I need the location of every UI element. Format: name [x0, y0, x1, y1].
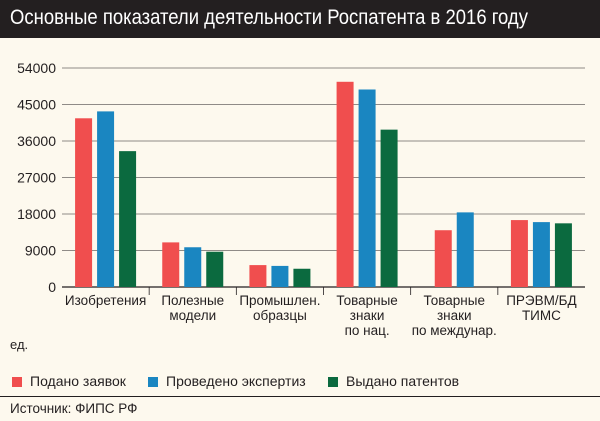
x-category-label-line: по нац.: [345, 323, 390, 338]
y-tick-label: 9000: [25, 243, 56, 259]
bar-examined: [97, 111, 115, 288]
y-tick-label: 36000: [17, 133, 56, 149]
bar-granted: [380, 129, 398, 287]
source-note: Источник: ФИПС РФ: [10, 401, 138, 416]
bar-granted: [554, 223, 572, 287]
bar-examined: [358, 89, 376, 287]
legend-swatch: [12, 377, 22, 387]
bar-examined: [271, 265, 289, 287]
y-tick-label: 45000: [17, 97, 56, 113]
x-category-label-line: Товарные: [424, 293, 485, 308]
bar-granted: [293, 268, 311, 287]
unit-label: ед.: [10, 337, 29, 352]
x-category-label-line: образцы: [253, 308, 307, 323]
y-tick-label: 54000: [17, 60, 56, 76]
x-category-label: Полезные модели: [161, 293, 224, 323]
x-category-label-line: ТИМС: [522, 308, 561, 323]
bar-examined: [184, 247, 202, 287]
x-category-label: Промышлен. образцы: [239, 293, 320, 323]
x-category-label-line: Товарные: [336, 293, 397, 308]
bar-submitted: [336, 81, 354, 288]
x-category-label-line: знаки: [350, 308, 385, 323]
x-category-label-line: Промышлен.: [239, 293, 320, 308]
legend-label: Проведено экспертиз: [166, 373, 306, 389]
y-tick-label: 0: [48, 279, 56, 295]
legend-label: Выдано патентов: [346, 373, 460, 389]
x-category-label-line: Изобретения: [65, 293, 146, 308]
x-category-label-line: Полезные: [161, 293, 224, 308]
footer-divider: [0, 396, 600, 397]
bar-submitted: [75, 118, 93, 288]
bar-examined: [456, 212, 474, 287]
y-tick-label: 18000: [17, 206, 56, 222]
bar-granted: [206, 251, 224, 287]
bar-granted: [119, 151, 137, 287]
bar-submitted: [434, 230, 452, 287]
x-category-label-line: ПРЭВМ/БД: [506, 293, 576, 308]
y-tick-label: 27000: [17, 170, 56, 186]
x-category-label-line: знаки: [437, 308, 472, 323]
title-bar: Основные показатели деятельности Роспате…: [0, 0, 600, 38]
bar-submitted: [162, 242, 180, 287]
chart-title: Основные показатели деятельности Роспате…: [10, 6, 528, 29]
bar-submitted: [249, 265, 267, 287]
x-category-label-line: по междунар.: [412, 323, 497, 338]
legend-label: Подано заявок: [30, 373, 126, 389]
legend-swatch: [328, 377, 338, 387]
chart-plot: 54000 45000 36000 27000 18000 9000 0 Изобретени…: [17, 60, 585, 338]
x-category-label: Изобретения: [65, 293, 146, 308]
bar-examined: [532, 222, 550, 287]
legend-swatch: [148, 377, 158, 387]
x-category-label: ПРЭВМ/БД ТИМС: [506, 293, 576, 323]
x-category-label-line: модели: [169, 308, 216, 323]
bar-submitted: [510, 220, 528, 287]
